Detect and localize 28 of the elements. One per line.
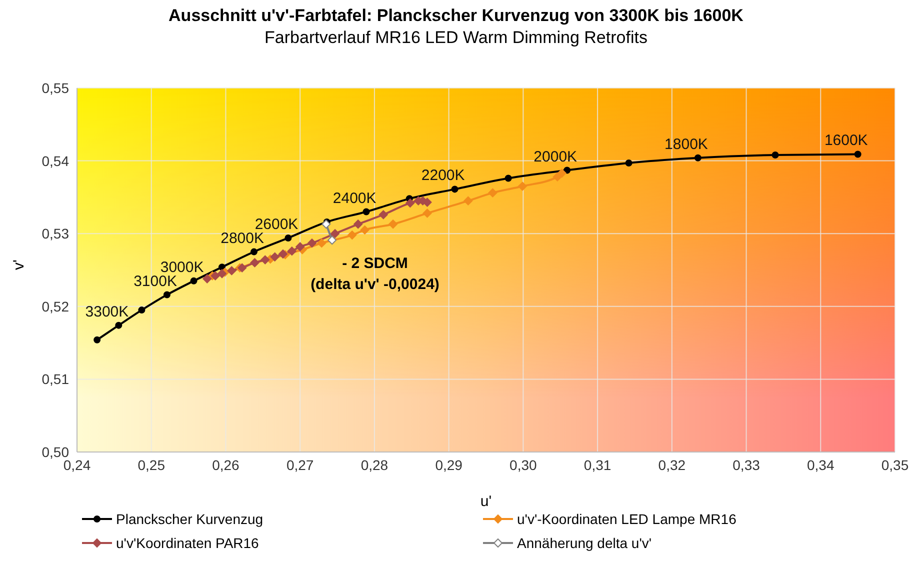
- x-axis-title: u': [480, 493, 492, 510]
- y-tick-label: 0,53: [42, 226, 70, 242]
- legend-label: u'v'Koordinaten PAR16: [116, 535, 259, 551]
- x-tick-label: 0,32: [658, 456, 686, 473]
- x-tick-label: 0,33: [732, 456, 760, 473]
- y-tick-label: 0,51: [42, 371, 70, 388]
- legend-label: u'v'-Koordinaten LED Lampe MR16: [517, 511, 736, 527]
- y-tick-label: 0,52: [42, 298, 70, 314]
- y-tick-label: 0,55: [42, 80, 70, 96]
- x-tick-label: 0,28: [360, 456, 388, 473]
- x-tick-label: 0,26: [212, 456, 240, 473]
- x-tick-label: 0,35: [881, 456, 909, 473]
- y-axis-title: v': [10, 260, 28, 270]
- legend-label: Planckscher Kurvenzug: [116, 511, 264, 527]
- x-tick-label: 0,31: [584, 456, 612, 473]
- chart-subtitle: Farbartverlauf MR16 LED Warm Dimming Retrofits: [264, 28, 648, 48]
- annotation: (delta u'v' -0,0024): [310, 275, 440, 295]
- annotation: - 2 SDCM: [341, 254, 409, 274]
- x-tick-label: 0,25: [138, 456, 166, 473]
- x-tick-label: 0,34: [807, 456, 834, 473]
- annotation: 1600K: [824, 132, 868, 150]
- annotation: 3300K: [85, 303, 129, 320]
- x-tick-label: 0,27: [286, 456, 314, 473]
- legend-label: Annäherung delta u'v': [517, 535, 652, 551]
- x-tick-label: 0,30: [510, 456, 538, 473]
- chart-title: Ausschnitt u'v'-Farbtafel: Planckscher Kurvenzug von 3300K bis 1600K: [168, 6, 744, 26]
- y-tick-label: 0,54: [42, 152, 70, 169]
- x-tick-label: 0,29: [435, 456, 463, 473]
